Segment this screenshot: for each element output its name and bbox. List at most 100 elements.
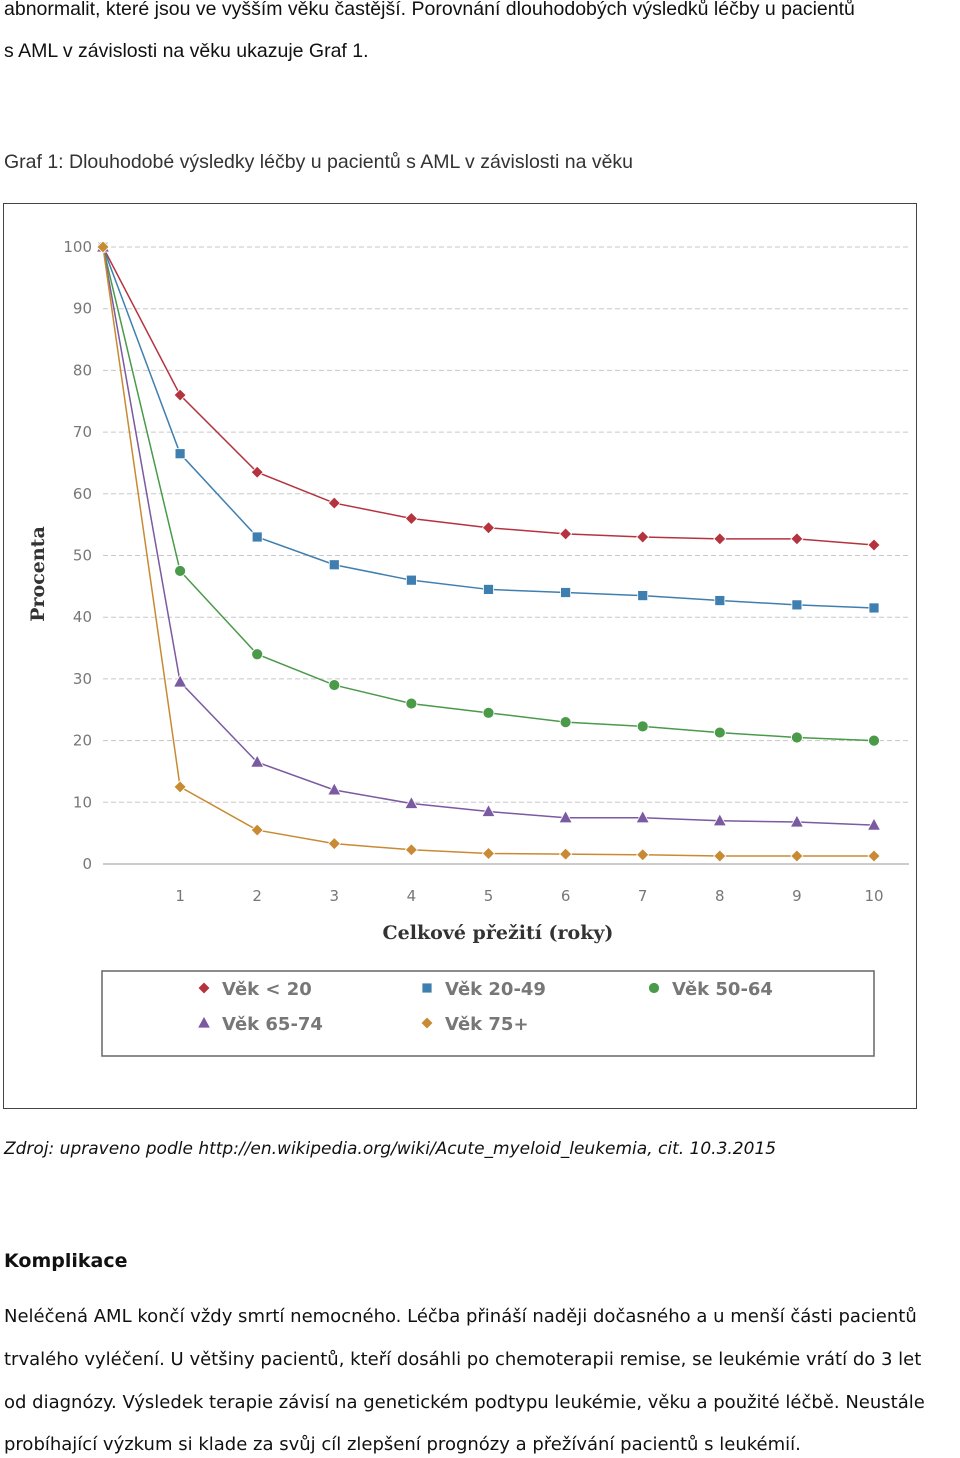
legend-label: Věk 50-64 (672, 979, 773, 1000)
data-point (713, 726, 726, 739)
y-axis-label: Procenta (27, 526, 49, 622)
data-point (404, 843, 418, 857)
y-tick-label: 100 (63, 238, 92, 256)
x-tick-labels: 1 2 3 4 5 6 7 8 9 10 (175, 887, 883, 905)
legend-box (101, 970, 875, 1057)
y-tick-label: 20 (73, 732, 92, 750)
series-line (102, 246, 875, 546)
data-point (868, 734, 880, 747)
legend-label: Věk 65-74 (222, 1014, 323, 1035)
data-point (866, 817, 882, 831)
y-tick-label: 60 (73, 485, 92, 503)
data-point (636, 720, 649, 733)
data-point (251, 648, 264, 661)
data-point (328, 559, 340, 571)
data-point (250, 754, 265, 768)
data-point (560, 587, 571, 598)
y-tick-label: 70 (73, 423, 92, 441)
x-tick-label: 10 (864, 887, 883, 905)
legend-marker (196, 1015, 212, 1029)
data-point (251, 531, 263, 543)
x-tick-label: 5 (484, 887, 494, 905)
paragraph-line-3: od diagnózy. Výsledek terapie závisí na … (4, 1392, 925, 1413)
y-tick-label: 40 (73, 608, 92, 626)
y-tick-labels: 0 10 20 30 40 50 60 70 80 90 100 (63, 238, 92, 873)
legend-marker (421, 982, 433, 994)
y-tick-label: 0 (82, 855, 92, 873)
y-tick-label: 90 (73, 300, 92, 318)
data-point (327, 837, 341, 851)
x-axis-label: Celkové přežití (roky) (383, 922, 614, 944)
data-point (559, 847, 573, 861)
data-point (174, 565, 187, 577)
source-note: Zdroj: upraveno podle http://en.wikipedi… (4, 1139, 777, 1159)
data-point (405, 697, 418, 710)
data-point (559, 716, 572, 728)
legend-marker (648, 982, 660, 994)
chart-series (95, 239, 882, 863)
data-point (96, 240, 110, 254)
x-tick-label: 1 (175, 887, 185, 905)
data-point (867, 849, 881, 863)
intro-line-1: abnormalit, které jsou ve vyšším věku ča… (4, 0, 855, 20)
data-point (481, 846, 496, 861)
x-tick-label: 6 (561, 887, 571, 905)
data-point (636, 530, 650, 544)
survival-chart: 0 10 20 30 40 50 60 70 80 90 100 1 2 3 4 5 6 7 8 9 10 Proce… (27, 238, 909, 1057)
data-point (790, 532, 804, 546)
data-point (327, 496, 341, 510)
data-point (791, 599, 803, 611)
data-point (172, 674, 188, 688)
intro-line-2: s AML v závislosti na věku ukazuje Graf … (4, 40, 369, 62)
data-point (404, 511, 418, 526)
x-tick-label: 3 (330, 887, 340, 905)
series-line (102, 246, 875, 609)
data-point (481, 803, 496, 817)
data-point (405, 574, 417, 586)
data-point (790, 849, 804, 863)
data-point (173, 780, 187, 794)
legend-label: Věk 75+ (445, 1014, 529, 1035)
data-point (559, 527, 573, 541)
series-line (102, 246, 874, 857)
data-point (173, 388, 187, 402)
data-point (868, 602, 880, 614)
data-point (635, 809, 650, 824)
data-point (250, 823, 264, 837)
data-point (712, 812, 727, 827)
x-tick-label: 4 (407, 887, 417, 905)
legend-marker (197, 981, 211, 995)
chart-legend: Věk < 20 Věk 20-49 Věk 50-64 Věk 65-74 Věk 7… (196, 979, 773, 1035)
data-point (713, 532, 727, 546)
paragraph-line-4: probíhající výzkum si klade za svůj cíl … (4, 1434, 801, 1455)
chart-grid (103, 246, 909, 865)
data-point (174, 448, 186, 460)
x-tick-label: 2 (252, 887, 262, 905)
data-point (481, 521, 496, 535)
data-point (558, 809, 573, 824)
data-point (791, 731, 803, 744)
y-tick-label: 80 (73, 361, 92, 379)
section-heading: Komplikace (4, 1250, 128, 1272)
data-point (713, 849, 727, 863)
data-point (404, 795, 419, 809)
data-point (482, 706, 495, 719)
data-point (714, 595, 726, 606)
x-tick-label: 9 (792, 887, 802, 905)
data-point (636, 848, 650, 862)
legend-label: Věk 20-49 (445, 979, 546, 1000)
chart-frame: 0 10 20 30 40 50 60 70 80 90 100 1 2 3 4 5 6 7 8 9 10 Proce… (3, 203, 917, 1109)
x-tick-label: 7 (638, 887, 648, 905)
y-tick-label: 50 (73, 547, 92, 565)
legend-marker (420, 1016, 434, 1030)
figure-caption: Graf 1: Dlouhodobé výsledky léčby u paci… (4, 151, 634, 173)
data-point (789, 814, 805, 828)
data-point (637, 590, 649, 602)
y-tick-label: 30 (73, 670, 92, 688)
paragraph-line-1: Neléčená AML končí vždy smrtí nemocného.… (4, 1306, 917, 1327)
legend-label: Věk < 20 (222, 979, 312, 1000)
series-line (102, 246, 875, 826)
x-tick-label: 8 (715, 887, 725, 905)
data-point (867, 538, 881, 552)
data-point (327, 782, 342, 796)
